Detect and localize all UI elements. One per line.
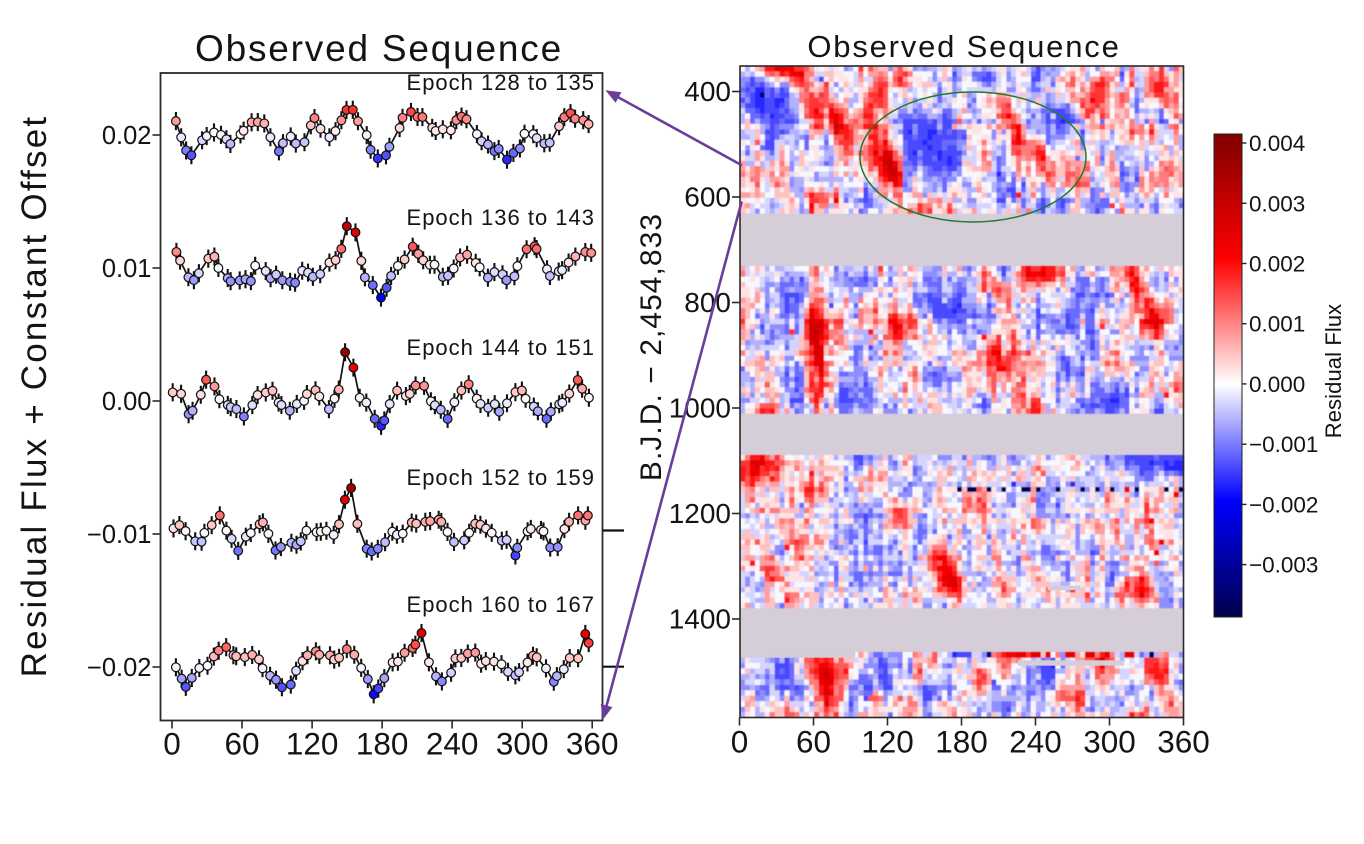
svg-text:300: 300 <box>496 726 549 762</box>
svg-text:180: 180 <box>935 724 988 760</box>
svg-text:1200: 1200 <box>669 498 731 529</box>
svg-text:Observed Sequence: Observed Sequence <box>195 28 563 69</box>
svg-text:180: 180 <box>356 726 409 762</box>
svg-text:240: 240 <box>426 726 479 762</box>
svg-text:0.002: 0.002 <box>1249 252 1305 277</box>
svg-text:B.J.D. − 2,454,833: B.J.D. − 2,454,833 <box>635 213 668 481</box>
svg-text:60: 60 <box>224 726 259 762</box>
svg-text:Epoch 136 to 143: Epoch 136 to 143 <box>407 205 595 230</box>
svg-text:360: 360 <box>1157 724 1210 760</box>
svg-text:Epoch 152 to 159: Epoch 152 to 159 <box>407 465 595 490</box>
svg-text:Observed Sequence: Observed Sequence <box>807 29 1120 64</box>
svg-text:−0.001: −0.001 <box>1249 432 1318 457</box>
svg-text:−0.01: −0.01 <box>87 521 152 549</box>
svg-text:0.004: 0.004 <box>1249 131 1305 156</box>
svg-text:0.00: 0.00 <box>102 388 152 416</box>
svg-text:60: 60 <box>796 724 831 760</box>
svg-text:240: 240 <box>1009 724 1062 760</box>
svg-text:1400: 1400 <box>669 604 731 635</box>
svg-text:120: 120 <box>861 724 914 760</box>
svg-text:0.003: 0.003 <box>1249 191 1305 216</box>
svg-text:−0.002: −0.002 <box>1249 492 1318 517</box>
svg-text:−0.003: −0.003 <box>1249 553 1318 578</box>
svg-text:600: 600 <box>684 182 731 213</box>
svg-text:Residual Flux: Residual Flux <box>1321 304 1346 439</box>
svg-text:0.01: 0.01 <box>102 255 152 283</box>
svg-text:0.000: 0.000 <box>1249 372 1305 397</box>
svg-text:0.001: 0.001 <box>1249 312 1305 337</box>
svg-text:360: 360 <box>566 726 619 762</box>
svg-text:400: 400 <box>684 76 731 107</box>
svg-text:Epoch 144 to 151: Epoch 144 to 151 <box>407 335 595 360</box>
svg-text:120: 120 <box>286 726 339 762</box>
svg-text:0: 0 <box>731 724 749 760</box>
svg-text:−0.02: −0.02 <box>87 654 152 682</box>
svg-text:0.02: 0.02 <box>102 122 152 150</box>
svg-text:0: 0 <box>163 726 181 762</box>
svg-text:Residual Flux + Constant Offse: Residual Flux + Constant Offset <box>15 115 54 678</box>
svg-text:Epoch 160 to 167: Epoch 160 to 167 <box>407 592 595 617</box>
svg-text:800: 800 <box>684 287 731 318</box>
svg-text:Epoch 128 to 135: Epoch 128 to 135 <box>407 70 595 95</box>
svg-text:300: 300 <box>1083 724 1136 760</box>
svg-text:1000: 1000 <box>669 393 731 424</box>
